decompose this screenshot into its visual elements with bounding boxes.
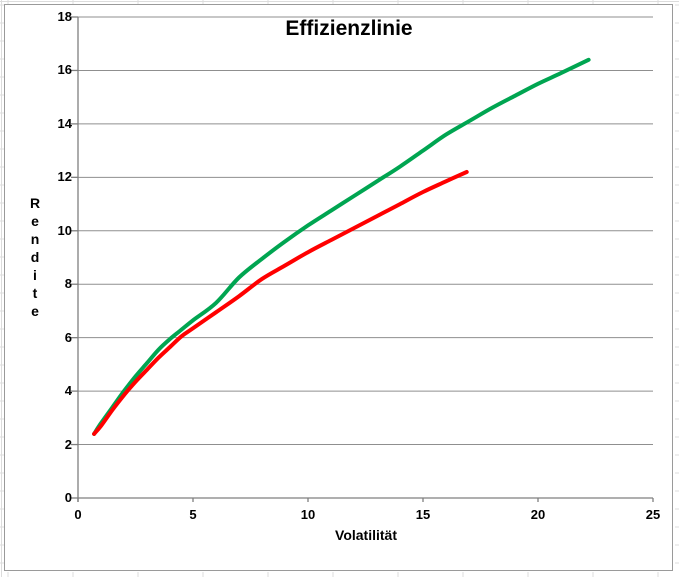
x-tick-label-10: 10 bbox=[300, 507, 316, 522]
y-axis-title: R e n d i t e bbox=[29, 195, 41, 319]
y-tick-label-16: 16 bbox=[57, 62, 72, 78]
chart-title: Effizienzlinie bbox=[285, 17, 413, 40]
y-tick-label-4: 4 bbox=[64, 383, 72, 399]
y-tick-label-12: 12 bbox=[57, 169, 72, 185]
y-tick-label-0: 0 bbox=[64, 490, 72, 505]
x-tick-label-0: 0 bbox=[74, 507, 82, 522]
chart-object[interactable] bbox=[4, 4, 673, 571]
y-tick-label-8: 8 bbox=[64, 276, 72, 292]
x-tick-label-25: 25 bbox=[645, 507, 661, 522]
x-tick-label-5: 5 bbox=[189, 507, 197, 522]
x-axis-title: Volatilität bbox=[335, 527, 397, 543]
y-tick-label-6: 6 bbox=[64, 329, 72, 345]
y-tick-label-14: 14 bbox=[57, 115, 72, 131]
x-tick-label-15: 15 bbox=[415, 507, 431, 522]
y-tick-label-10: 10 bbox=[57, 222, 72, 238]
y-tick-label-18: 18 bbox=[57, 9, 72, 24]
x-tick-label-20: 20 bbox=[530, 507, 546, 522]
series-green-efficiency-line[interactable] bbox=[92, 57, 591, 436]
y-tick-label-2: 2 bbox=[64, 436, 72, 452]
series-red-efficiency-line[interactable] bbox=[92, 170, 469, 436]
